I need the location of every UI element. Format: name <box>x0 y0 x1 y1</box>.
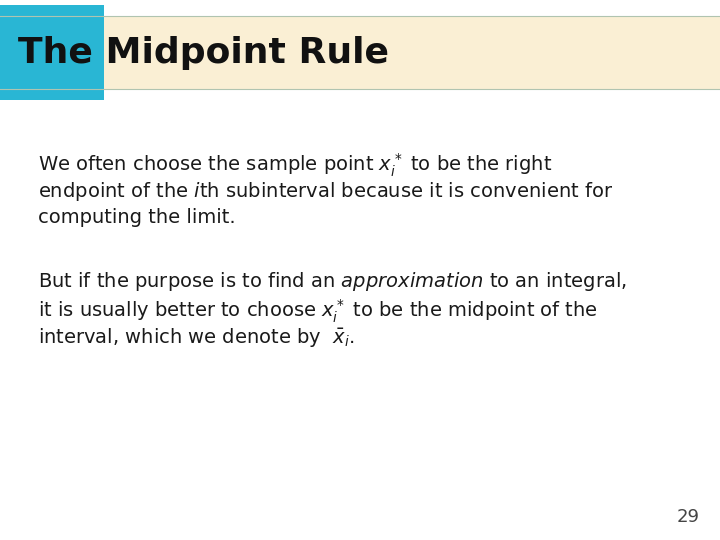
Text: computing the limit.: computing the limit. <box>38 208 235 227</box>
Text: We often choose the sample point $x_i^*$ to be the right: We often choose the sample point $x_i^*$… <box>38 152 552 179</box>
Text: But if the purpose is to find an $\mathit{approximation}$ to an integral,: But if the purpose is to find an $\mathi… <box>38 269 627 293</box>
Text: The Midpoint Rule: The Midpoint Rule <box>18 36 389 70</box>
Text: endpoint of the $\mathit{i}$th subinterval because it is convenient for: endpoint of the $\mathit{i}$th subinterv… <box>38 180 613 203</box>
Text: 29: 29 <box>677 508 700 526</box>
Text: interval, which we denote by  $\bar{x}_i$.: interval, which we denote by $\bar{x}_i$… <box>38 326 355 349</box>
Text: it is usually better to choose $x_i^*$ to be the midpoint of the: it is usually better to choose $x_i^*$ t… <box>38 298 598 325</box>
